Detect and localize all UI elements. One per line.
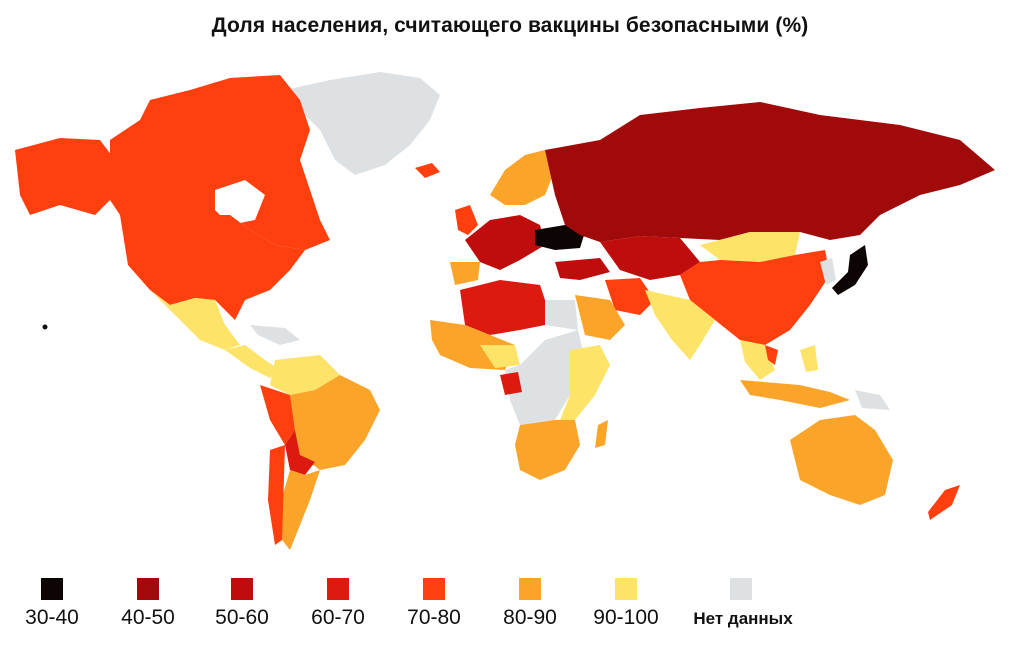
region-ukraine bbox=[535, 225, 585, 250]
region-philippines bbox=[800, 345, 818, 372]
legend-swatch bbox=[231, 578, 253, 600]
legend: 30-40 40-50 50-60 60-70 70-80 80-90 90-1… bbox=[0, 574, 1020, 648]
region-nigeria bbox=[480, 345, 520, 368]
water-hudson-bay bbox=[215, 180, 265, 225]
legend-label: 90-100 bbox=[593, 606, 659, 629]
region-scandinavia bbox=[490, 150, 555, 205]
legend-label: 80-90 bbox=[503, 606, 557, 629]
region-new-zealand bbox=[928, 485, 960, 520]
region-north-africa bbox=[460, 280, 545, 335]
region-peru bbox=[260, 385, 295, 445]
region-india bbox=[645, 290, 715, 360]
region-japan bbox=[832, 245, 868, 295]
region-usa bbox=[120, 215, 305, 320]
region-new-guinea bbox=[855, 390, 890, 410]
region-chile bbox=[268, 445, 285, 545]
region-north-south-america bbox=[270, 355, 340, 395]
legend-swatch bbox=[137, 578, 159, 600]
region-hawaii bbox=[42, 324, 48, 330]
region-indonesia bbox=[740, 380, 850, 408]
region-madagascar bbox=[595, 420, 608, 448]
region-russia bbox=[545, 102, 995, 242]
region-east-africa bbox=[560, 345, 610, 420]
legend-label: 40-50 bbox=[121, 606, 175, 629]
region-alaska bbox=[15, 138, 115, 215]
region-brazil bbox=[290, 375, 380, 470]
legend-swatch bbox=[730, 578, 752, 600]
region-iberia bbox=[450, 262, 480, 285]
region-vietnam bbox=[765, 345, 778, 365]
region-iran bbox=[605, 278, 655, 315]
region-iceland bbox=[415, 163, 440, 178]
region-saudi bbox=[575, 295, 625, 340]
legend-swatch bbox=[615, 578, 637, 600]
region-china bbox=[680, 250, 830, 345]
region-mexico bbox=[150, 290, 240, 350]
legend-swatch bbox=[519, 578, 541, 600]
region-southern-africa bbox=[515, 420, 580, 480]
region-caribbean bbox=[250, 325, 300, 345]
legend-label: 30-40 bbox=[25, 606, 79, 629]
legend-label: 50-60 bbox=[215, 606, 269, 629]
world-map bbox=[15, 72, 995, 550]
legend-swatch bbox=[423, 578, 445, 600]
region-mongolia bbox=[700, 232, 800, 262]
region-australia bbox=[790, 415, 893, 505]
map-title: Доля населения, считающего вакцины безоп… bbox=[211, 14, 809, 37]
legend-swatch bbox=[327, 578, 349, 600]
region-greenland bbox=[285, 72, 440, 175]
legend-swatch bbox=[41, 578, 63, 600]
region-central-asia bbox=[600, 236, 700, 280]
region-korea bbox=[820, 258, 836, 285]
region-congo bbox=[500, 372, 522, 395]
region-uk bbox=[455, 205, 478, 235]
region-turkey bbox=[555, 258, 610, 280]
region-canada bbox=[110, 75, 330, 250]
region-western-europe bbox=[465, 215, 545, 270]
legend-label: Нет данных bbox=[693, 609, 793, 628]
region-central-america bbox=[225, 345, 280, 378]
legend-label: 60-70 bbox=[311, 606, 365, 629]
region-bolivia bbox=[285, 430, 315, 475]
region-egypt bbox=[545, 300, 578, 330]
region-argentina bbox=[280, 470, 320, 550]
region-central-africa bbox=[505, 330, 585, 425]
legend-label: 70-80 bbox=[407, 606, 461, 629]
